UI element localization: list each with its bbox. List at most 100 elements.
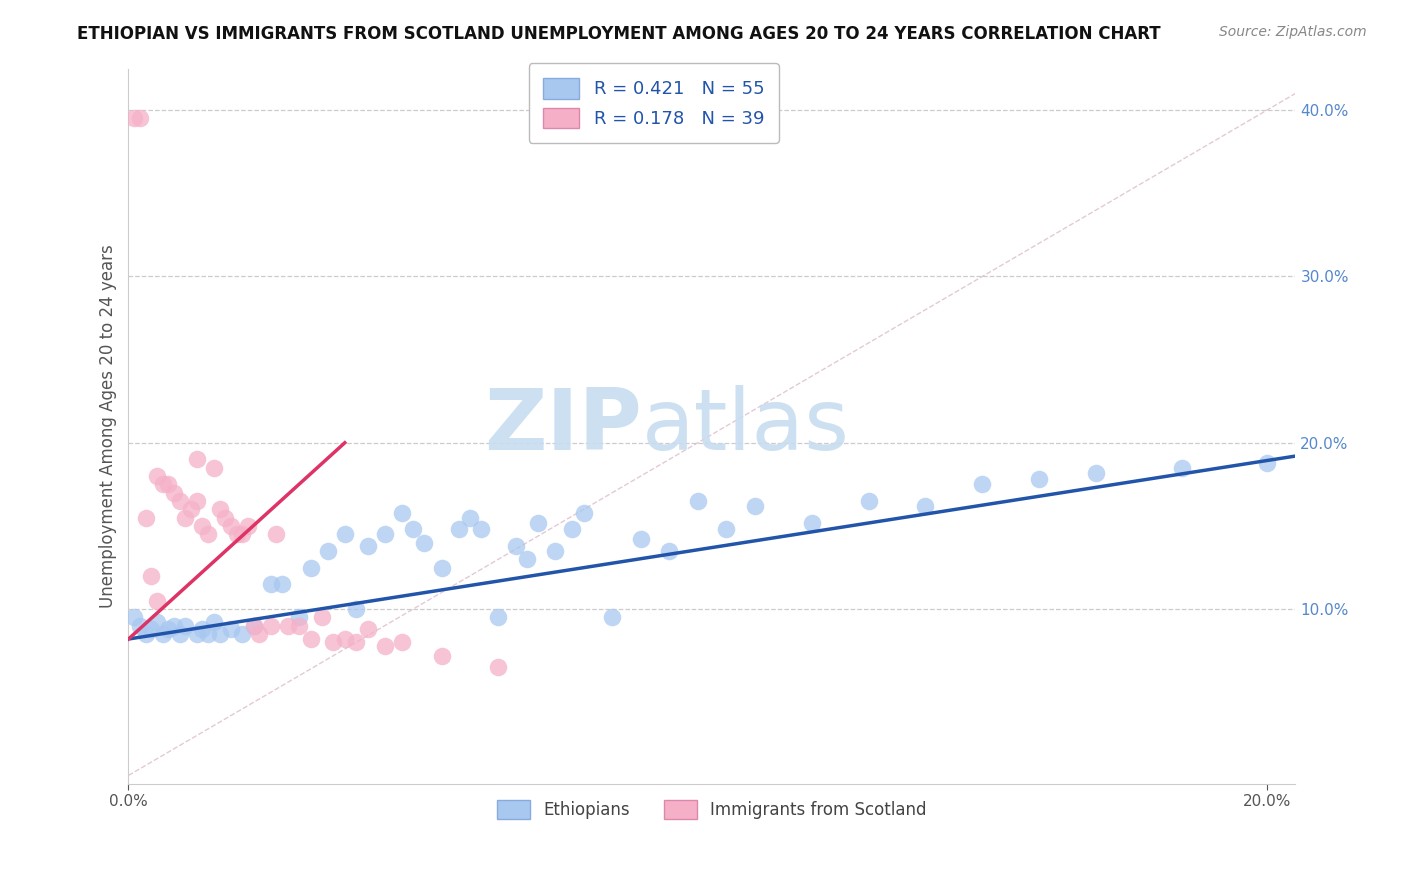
Point [488,610,510,624]
Point [800,516,823,530]
Point [402,522,425,536]
Point [505,539,527,553]
Point [333,527,356,541]
Point [430,648,453,663]
Point [914,499,936,513]
Legend: Ethiopians, Immigrants from Scotland: Ethiopians, Immigrants from Scotland [491,793,934,825]
Point [219,622,242,636]
Text: atlas: atlas [643,384,851,467]
Point [972,477,994,491]
Point [374,527,396,541]
Point [128,112,150,126]
Point [1170,460,1192,475]
Point [260,577,283,591]
Point [391,506,413,520]
Point [146,594,169,608]
Point [152,627,174,641]
Point [1028,472,1050,486]
Point [344,635,367,649]
Point [311,610,333,624]
Point [186,494,208,508]
Point [242,618,264,632]
Point [208,627,231,641]
Point [413,535,436,549]
Point [122,610,145,624]
Point [174,510,197,524]
Point [561,522,583,536]
Point [374,639,396,653]
Point [242,618,264,632]
Point [266,527,288,541]
Point [544,544,567,558]
Point [744,499,766,513]
Point [231,627,253,641]
Point [135,510,157,524]
Point [271,577,294,591]
Point [231,527,253,541]
Text: ETHIOPIAN VS IMMIGRANTS FROM SCOTLAND UNEMPLOYMENT AMONG AGES 20 TO 24 YEARS COR: ETHIOPIAN VS IMMIGRANTS FROM SCOTLAND UN… [77,25,1161,43]
Point [247,627,270,641]
Point [1085,466,1108,480]
Point [135,627,157,641]
Point [169,627,191,641]
Point [202,460,225,475]
Point [186,627,208,641]
Point [602,610,624,624]
Point [146,469,169,483]
Point [447,522,470,536]
Point [658,544,681,558]
Point [572,506,595,520]
Point [219,519,242,533]
Point [208,502,231,516]
Point [277,618,299,632]
Point [344,602,367,616]
Point [322,635,344,649]
Point [141,622,163,636]
Point [316,544,339,558]
Point [1256,456,1278,470]
Point [214,510,236,524]
Point [516,552,538,566]
Point [288,610,311,624]
Point [299,632,322,646]
Text: Source: ZipAtlas.com: Source: ZipAtlas.com [1219,25,1367,39]
Point [236,519,259,533]
Point [356,622,378,636]
Point [714,522,737,536]
Point [299,560,322,574]
Y-axis label: Unemployment Among Ages 20 to 24 years: Unemployment Among Ages 20 to 24 years [100,244,117,608]
Point [128,618,150,632]
Point [157,477,180,491]
Point [163,618,186,632]
Point [169,494,191,508]
Point [157,622,180,636]
Point [260,618,283,632]
Point [686,494,709,508]
Point [180,502,202,516]
Point [225,527,247,541]
Point [527,516,550,530]
Point [458,510,481,524]
Point [630,533,652,547]
Point [488,660,510,674]
Point [197,527,219,541]
Point [430,560,453,574]
Point [858,494,880,508]
Point [288,618,311,632]
Point [333,632,356,646]
Point [122,112,145,126]
Point [391,635,413,649]
Point [191,622,214,636]
Point [152,477,174,491]
Point [141,569,163,583]
Point [146,615,169,630]
Point [356,539,378,553]
Point [470,522,492,536]
Point [191,519,214,533]
Text: ZIP: ZIP [484,384,643,467]
Point [197,627,219,641]
Point [174,618,197,632]
Point [163,485,186,500]
Point [202,615,225,630]
Point [186,452,208,467]
